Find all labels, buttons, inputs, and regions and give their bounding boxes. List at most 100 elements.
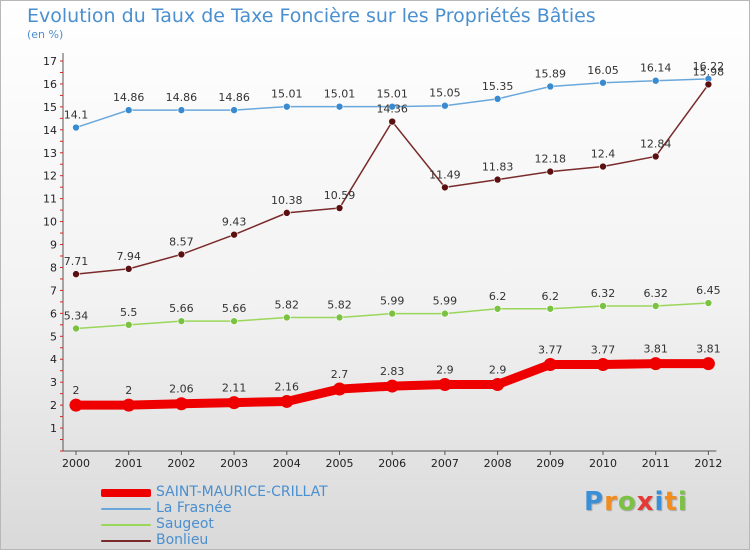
unit-label: (en %): [27, 28, 64, 41]
data-label: 14.86: [166, 91, 198, 104]
x-tick-label: 2006: [378, 457, 406, 470]
data-label: 2.83: [380, 365, 405, 378]
data-label: 6.32: [591, 287, 616, 300]
y-tick-label: 5: [50, 330, 57, 343]
legend-label: La Frasnée: [156, 500, 232, 516]
data-point: [177, 250, 186, 259]
x-tick-label: 2005: [326, 457, 354, 470]
data-label: 5.34: [64, 309, 89, 322]
y-tick-label: 3: [50, 376, 57, 389]
data-label: 14.86: [113, 91, 145, 104]
data-label: 12.18: [535, 153, 567, 166]
data-label: 6.32: [643, 287, 668, 300]
legend-label: Bonlieu: [156, 532, 209, 548]
legend-label: SAINT-MAURICE-CRILLAT: [156, 484, 328, 500]
data-label: 5.99: [380, 295, 405, 308]
data-label: 10.59: [324, 189, 356, 202]
data-label: 15.89: [535, 67, 567, 80]
data-label: 15.98: [693, 65, 725, 78]
y-tick-label: 11: [43, 193, 57, 206]
logo-letter: i: [654, 487, 665, 517]
data-label: 6.2: [542, 290, 560, 303]
data-point: [282, 209, 291, 217]
data-point: [122, 398, 136, 412]
data-point: [651, 152, 660, 161]
data-point: [335, 102, 344, 111]
data-label: 7.71: [64, 255, 89, 268]
data-label: 6.2: [489, 290, 507, 303]
data-point: [124, 265, 133, 273]
data-point: [72, 270, 80, 278]
data-point: [227, 396, 241, 410]
data-point: [124, 106, 133, 114]
data-point: [124, 321, 133, 329]
data-point: [174, 397, 188, 411]
y-tick-label: 10: [43, 216, 57, 229]
data-point: [701, 357, 715, 371]
data-label: 5.99: [433, 295, 458, 308]
data-label: 5.66: [169, 302, 194, 315]
data-label: 5.82: [275, 298, 300, 311]
logo-letter: t: [664, 487, 678, 517]
data-point: [651, 76, 660, 85]
data-point: [388, 102, 397, 111]
data-point: [282, 102, 291, 111]
data-label: 12.84: [640, 137, 672, 150]
data-label: 15.35: [482, 80, 514, 93]
data-point: [177, 317, 186, 325]
proxiti-logo: Proxiti: [584, 487, 688, 517]
data-label: 15.01: [376, 88, 408, 101]
data-point: [335, 313, 344, 322]
x-tick-label: 2002: [167, 457, 195, 470]
data-label: 5.5: [120, 306, 138, 319]
data-point: [704, 80, 713, 89]
data-point: [493, 175, 502, 184]
y-tick-label: 1: [50, 422, 57, 435]
logo-letter: o: [617, 487, 637, 517]
data-point: [177, 106, 186, 114]
data-point: [546, 167, 555, 176]
data-point: [335, 204, 344, 212]
data-label: 14.86: [218, 91, 250, 104]
legend-label: Saugeot: [156, 516, 214, 532]
data-point: [333, 382, 346, 396]
data-label: 14.36: [376, 103, 408, 116]
data-point: [72, 123, 80, 132]
data-point: [599, 162, 607, 171]
data-point: [385, 379, 399, 393]
data-point: [493, 95, 502, 103]
y-tick-label: 13: [43, 147, 57, 160]
data-label: 3.77: [591, 344, 616, 357]
data-label: 11.49: [429, 168, 461, 181]
x-tick-label: 2008: [484, 457, 512, 470]
data-label: 5.82: [327, 298, 352, 311]
logo-letter: i: [677, 487, 688, 517]
data-point: [651, 302, 660, 310]
data-point: [491, 377, 505, 391]
data-label: 2.16: [275, 380, 300, 393]
data-label: 3.81: [696, 343, 721, 356]
data-label: 11.83: [482, 161, 514, 174]
data-point: [599, 302, 607, 310]
data-point: [388, 309, 397, 318]
x-tick-label: 2000: [62, 457, 90, 470]
data-label: 2: [125, 384, 132, 397]
data-point: [230, 106, 238, 114]
logo-letter: P: [584, 487, 605, 517]
data-point: [599, 78, 607, 87]
y-tick-label: 17: [43, 55, 57, 68]
y-tick-label: 4: [50, 353, 57, 366]
data-point: [441, 101, 449, 110]
data-point: [230, 317, 238, 325]
x-tick-label: 2001: [115, 457, 143, 470]
data-point: [649, 357, 663, 371]
y-tick-label: 12: [43, 170, 57, 183]
data-point: [596, 358, 610, 372]
legend-swatch: [101, 489, 151, 497]
data-label: 2: [73, 384, 80, 397]
data-point: [280, 394, 294, 408]
y-tick-label: 15: [43, 101, 57, 114]
data-label: 2.9: [436, 363, 454, 376]
